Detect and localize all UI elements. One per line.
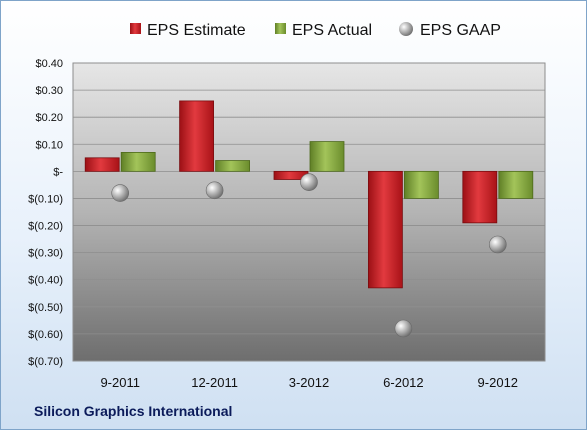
y-tick-label: $(0.50) <box>28 302 63 314</box>
bar-eps-actual-6-2012 <box>403 170 439 199</box>
x-category-label: 12-2011 <box>191 375 238 390</box>
bar-eps-estimate-12-2011 <box>179 100 215 172</box>
legend-label-eps-gaap: EPS GAAP <box>420 22 501 39</box>
legend-label-eps-estimate: EPS Estimate <box>147 22 246 39</box>
y-axis-tick-labels: $0.40 $0.30 $0.20 $0.10 $- $(0.10) $(0.20) $(0.… <box>28 58 63 368</box>
bars <box>84 100 534 289</box>
bar-eps-actual-12-2011 <box>215 160 251 172</box>
bar-eps-estimate-9-2011 <box>84 157 120 172</box>
marker-eps-gaap-3-2012 <box>300 173 318 191</box>
legend-swatch-eps-estimate <box>130 23 141 34</box>
y-tick-label: $(0.30) <box>28 248 63 260</box>
x-category-label: 3-2012 <box>289 375 329 390</box>
legend-label-eps-actual: EPS Actual <box>292 22 372 39</box>
x-category-label: 9-2011 <box>100 375 140 390</box>
y-tick-label: $(0.70) <box>28 356 63 368</box>
y-tick-label: $(0.20) <box>28 221 63 233</box>
marker-eps-gaap-9-2011 <box>111 184 129 202</box>
bar-eps-actual-3-2012 <box>309 141 345 172</box>
gaap-markers <box>111 173 507 338</box>
y-tick-label: $0.40 <box>35 58 63 70</box>
x-axis-category-labels: 9-2011 12-2011 3-2012 6-2012 9-2012 <box>100 375 518 390</box>
legend-swatch-eps-actual <box>275 23 286 34</box>
y-tick-label: $(0.40) <box>28 275 63 287</box>
marker-eps-gaap-6-2012 <box>394 319 413 338</box>
x-category-label: 9-2012 <box>478 375 518 390</box>
bar-eps-estimate-9-2012 <box>462 170 498 224</box>
y-tick-label: $0.10 <box>35 139 63 151</box>
legend-item-eps-actual: EPS Actual <box>275 22 372 39</box>
y-tick-label: $0.20 <box>35 112 63 124</box>
company-name: Silicon Graphics International <box>34 403 232 419</box>
x-category-label: 6-2012 <box>383 375 423 390</box>
y-tick-label: $(0.60) <box>28 329 63 341</box>
y-tick-label: $(0.10) <box>28 193 63 205</box>
chart-legend: EPS Estimate EPS Actual EPS GAAP <box>130 22 501 39</box>
marker-eps-gaap-9-2012 <box>488 235 507 254</box>
legend-marker-eps-gaap <box>399 22 413 36</box>
legend-item-eps-estimate: EPS Estimate <box>130 22 246 39</box>
bar-eps-actual-9-2011 <box>120 151 156 172</box>
marker-eps-gaap-12-2011 <box>205 181 224 200</box>
bar-eps-estimate-6-2012 <box>367 170 403 289</box>
y-tick-label: $0.30 <box>35 85 63 97</box>
legend-item-eps-gaap: EPS GAAP <box>399 22 501 39</box>
y-tick-label: $- <box>53 166 63 178</box>
bar-eps-actual-9-2012 <box>498 170 534 199</box>
